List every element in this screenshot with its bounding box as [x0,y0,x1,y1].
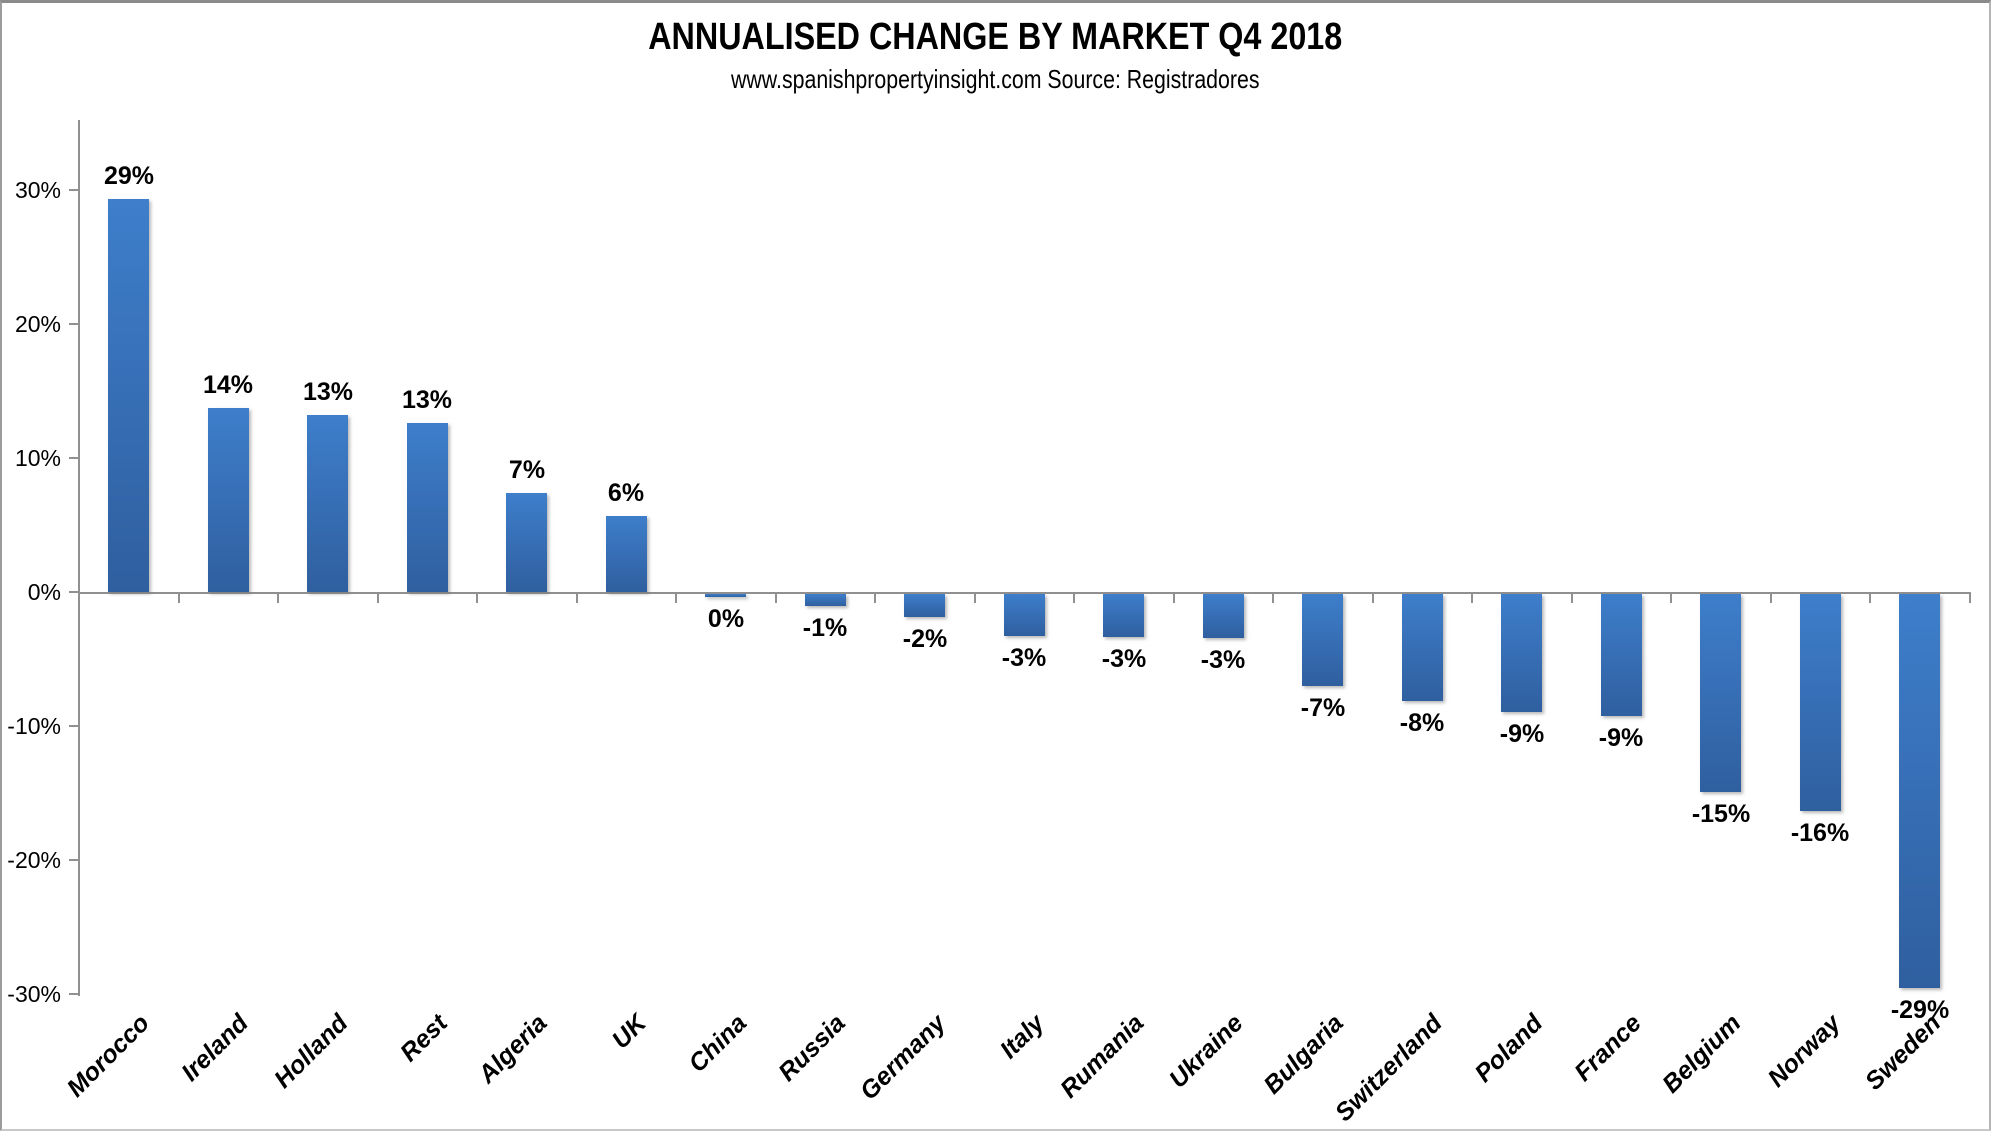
x-label-algeria: Algeria [473,1009,553,1089]
x-axis-tick [1869,594,1871,603]
x-label-uk: UK [606,1009,652,1055]
bar-norway [1800,594,1841,811]
x-label-ireland: Ireland [176,1009,254,1087]
bar-morocco [108,199,149,592]
value-label-belgium: -15% [1691,800,1751,828]
value-label-sweden: -29% [1890,996,1950,1024]
x-axis-tick [1372,594,1374,603]
value-label-uk: 6% [607,479,645,507]
y-axis-label: 0% [27,579,61,605]
bar-russia [805,594,846,606]
bar-ukraine [1203,594,1244,638]
y-axis-tick [69,859,78,861]
bar-poland [1501,594,1542,712]
x-label-rumania: Rumania [1055,1009,1150,1104]
x-axis-tick [78,594,80,603]
value-label-ireland: 14% [202,371,254,399]
chart-subtitle-text: www.spanishpropertyinsight.com Source: R… [731,64,1260,94]
x-axis-tick [277,594,279,603]
value-label-germany: -2% [902,625,948,653]
x-axis-tick [178,594,180,603]
y-axis-tick [69,993,78,995]
value-label-france: -9% [1598,724,1644,752]
x-label-china: China [682,1009,752,1078]
x-label-germany: Germany [854,1009,951,1106]
x-axis-tick [1571,594,1573,603]
value-label-rest: 13% [401,386,453,414]
bar-italy [1004,594,1045,636]
value-label-poland: -9% [1499,720,1545,748]
value-label-italy: -3% [1001,644,1047,672]
bar-holland [307,415,348,592]
bar-sweden [1899,594,1940,988]
x-label-norway: Norway [1762,1009,1846,1093]
y-axis-label: 10% [14,445,61,471]
x-label-russia: Russia [773,1009,851,1087]
chart-title-text: ANNUALISED CHANGE BY MARKET Q4 2018 [648,16,1343,58]
x-axis-tick [675,594,677,603]
x-label-holland: Holland [269,1009,354,1094]
x-axis-tick [576,594,578,603]
bar-bulgaria [1302,594,1343,686]
x-axis-tick [1173,594,1175,603]
value-label-algeria: 7% [508,456,546,484]
bar-switzerland [1402,594,1443,701]
x-label-italy: Italy [994,1009,1050,1065]
bar-algeria [506,493,547,592]
value-label-china: 0% [707,605,745,633]
value-label-holland: 13% [302,378,354,406]
x-label-morocco: Morocco [61,1009,155,1103]
y-axis-label: -20% [7,847,61,873]
bar-rumania [1103,594,1144,637]
x-label-rest: Rest [394,1009,453,1068]
y-axis-tick [69,323,78,325]
bar-uk [606,516,647,592]
chart-title: ANNUALISED CHANGE BY MARKET Q4 2018 [2,15,1989,59]
x-axis-tick [1770,594,1772,603]
x-axis-tick [1272,594,1274,603]
value-label-russia: -1% [802,614,848,642]
value-label-rumania: -3% [1101,645,1147,673]
x-axis-tick [1670,594,1672,603]
bar-belgium [1700,594,1741,792]
x-axis-tick [974,594,976,603]
value-label-morocco: 29% [103,162,155,190]
x-label-france: France [1569,1009,1647,1087]
x-axis-tick [775,594,777,603]
bar-france [1601,594,1642,716]
bar-ireland [208,408,249,592]
y-axis-tick [69,189,78,191]
x-label-belgium: Belgium [1657,1009,1747,1099]
y-axis-line [78,120,80,996]
x-axis-tick [1471,594,1473,603]
value-label-ukraine: -3% [1200,646,1246,674]
value-label-norway: -16% [1790,819,1850,847]
x-axis-tick [1073,594,1075,603]
x-axis-line [78,592,1971,594]
plot-area: 30% 20% 10% 0% -10% -20% -30% 29% Morocco 14% Irel… [2,3,1989,1129]
bar-germany [904,594,945,617]
bar-china [705,594,746,597]
y-axis-label: -30% [7,981,61,1007]
value-label-bulgaria: -7% [1300,694,1346,722]
bar-rest [407,423,448,592]
y-axis-tick [69,457,78,459]
value-label-switzerland: -8% [1399,709,1445,737]
y-axis-label: 30% [14,177,61,203]
x-label-poland: Poland [1469,1009,1548,1088]
x-axis-tick [1969,594,1971,603]
x-axis-tick [476,594,478,603]
x-label-ukraine: Ukraine [1164,1009,1249,1094]
y-axis-label: 20% [14,311,61,337]
y-axis-tick [69,725,78,727]
x-axis-tick [377,594,379,603]
chart-subtitle: www.spanishpropertyinsight.com Source: R… [2,63,1989,95]
x-axis-tick [874,594,876,603]
y-axis-label: -10% [7,713,61,739]
y-axis-tick [69,591,78,593]
x-label-bulgaria: Bulgaria [1258,1009,1349,1100]
